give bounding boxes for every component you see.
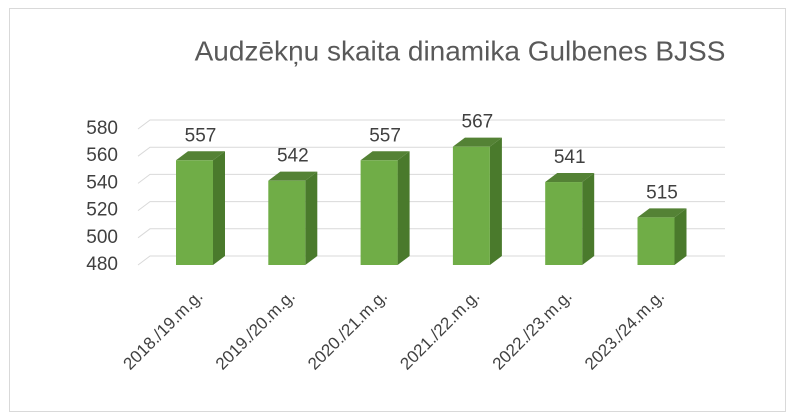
value-label: 542 [277,146,309,167]
bar [176,160,213,265]
value-label: 557 [185,125,217,146]
grid-line [137,255,725,266]
y-tick-label: 560 [86,145,118,166]
y-tick-label: 480 [86,254,118,275]
value-label: 541 [554,147,586,168]
bar-top [452,137,502,147]
grid-line [137,119,725,130]
bar-top [637,208,687,218]
bar [452,146,490,265]
bar-side [397,151,410,265]
grid-line [137,228,725,239]
bar [545,182,583,265]
value-label: 557 [369,125,401,146]
value-label: 567 [462,112,494,133]
value-label: 515 [646,182,678,203]
bar-top [545,173,595,183]
bar-top [176,151,225,161]
y-tick-label: 500 [86,227,118,248]
bar-side [213,151,225,265]
bar-side [674,208,687,265]
bar [637,217,675,265]
grid-line [137,201,725,211]
bar-side [305,171,318,265]
grid-line [137,173,725,184]
bar [268,180,306,265]
y-tick-label: 520 [86,200,118,221]
grid-line [137,146,725,157]
bar-top [360,151,410,161]
bar-side [582,173,595,265]
y-tick-label: 580 [86,118,118,139]
y-tick-label: 540 [86,172,118,193]
chart-title: Audzēkņu skaita dinamika Gulbenes BJSS [195,35,726,66]
bar-top [268,171,318,181]
bar [360,160,398,265]
bar-side [489,137,502,265]
